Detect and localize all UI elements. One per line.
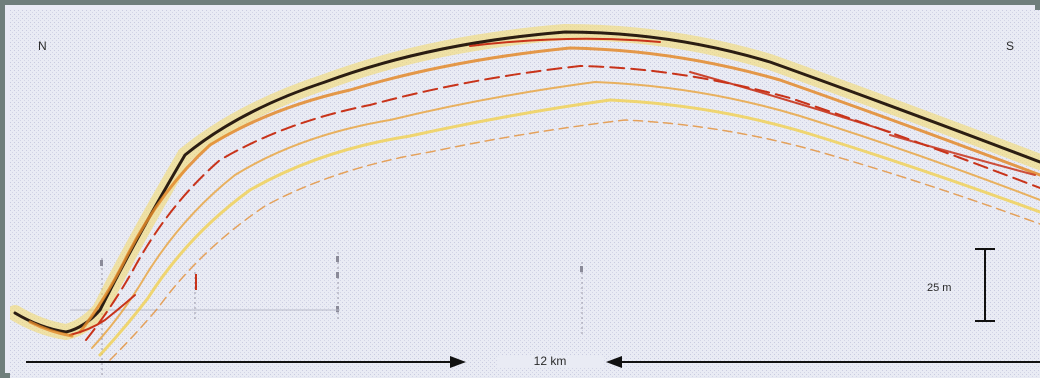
vertical-scale-label: 25 m <box>927 282 952 294</box>
right-distance-arrow <box>606 356 1040 368</box>
vertical-scale-bar <box>975 248 995 322</box>
radar-profile-image <box>10 10 1040 378</box>
south-label: S <box>1006 39 1015 53</box>
north-label: N <box>38 39 47 53</box>
horizontal-distance-label: 12 km <box>497 355 603 367</box>
dither-background <box>10 10 1040 378</box>
left-distance-arrow <box>26 356 466 368</box>
reflector-layers <box>10 23 1040 361</box>
trace-marker-ticks <box>100 256 583 312</box>
